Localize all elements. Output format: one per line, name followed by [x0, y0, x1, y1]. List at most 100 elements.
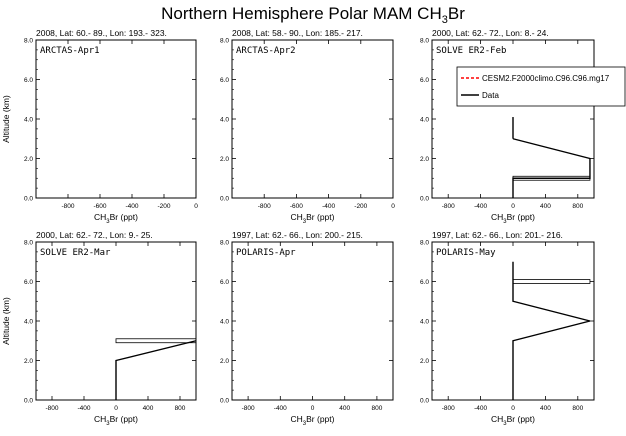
y-tick-label: 8.0: [24, 239, 33, 246]
panels-group: 2008, Lat: 60.- 89., Lon: 193.- 323.0.02…: [1, 28, 626, 427]
panel-header: 2008, Lat: 58.- 90., Lon: 185.- 217.: [232, 28, 363, 38]
x-tick-label: 400: [540, 203, 551, 210]
series-line: [115, 340, 197, 400]
x-tick-label: -400: [322, 203, 335, 210]
x-axis-label: CH3Br (ppt): [291, 212, 335, 225]
y-tick-label: 8.0: [220, 239, 229, 246]
x-tick-label: -600: [290, 203, 303, 210]
x-tick-label: 800: [175, 405, 186, 412]
legend: CESM2.F2000climo.C96.C96.mg17 Data: [456, 66, 626, 107]
y-tick-label: 0.0: [220, 195, 229, 202]
panel-6: 1997, Lat: 62.- 66., Lon: 201.- 216. 0.0 2…: [420, 230, 595, 427]
y-tick-label: 0.0: [420, 195, 429, 202]
panel-1: 2008, Lat: 60.- 89., Lon: 193.- 323. 0.0 2…: [1, 28, 198, 225]
x-axis-label: CH3Br (ppt): [491, 414, 535, 427]
y-axis-label: Altitude (km): [1, 297, 11, 345]
y-tick-label: 6.0: [220, 279, 229, 286]
x-tick-label: -800: [442, 203, 455, 210]
y-tick-label: 8.0: [420, 37, 429, 44]
x-tick-label: -800: [45, 405, 58, 412]
y-tick-label: 8.0: [420, 239, 429, 246]
legend-box: [456, 66, 626, 107]
x-tick-label: 400: [339, 405, 350, 412]
legend-label: CESM2.F2000climo.C96.C96.mg17: [482, 74, 610, 83]
x-axis-label: CH3Br (ppt): [94, 414, 138, 427]
x-tick-label: -800: [258, 203, 271, 210]
y-tick-label: 2.0: [24, 156, 33, 163]
x-tick-label: -200: [354, 203, 367, 210]
x-tick-label: 0: [194, 203, 198, 210]
x-tick-label: -800: [61, 203, 74, 210]
y-tick-label: 4.0: [24, 318, 33, 325]
panel-header: 2008, Lat: 60.- 89., Lon: 193.- 323.: [36, 28, 167, 38]
panel-header: 2000, Lat: 62.- 72., Lon: 9.- 25.: [36, 230, 153, 240]
x-axis-label: CH3Br (ppt): [94, 212, 138, 225]
x-tick-label: 0: [311, 405, 315, 412]
legend-label: Data: [482, 91, 499, 100]
range-box: [115, 338, 197, 344]
panel-header: 1997, Lat: 62.- 66., Lon: 200.- 215.: [232, 230, 363, 240]
y-tick-label: 6.0: [220, 77, 229, 84]
y-tick-label: 6.0: [24, 279, 33, 286]
series-line: [512, 261, 591, 400]
y-tick-label: 2.0: [420, 156, 429, 163]
x-tick-label: 0: [391, 203, 395, 210]
panel-label: ARCTAS-Apr1: [40, 46, 100, 56]
y-tick-label: 8.0: [24, 37, 33, 44]
x-axis-label: CH3Br (ppt): [491, 212, 535, 225]
x-tick-label: -600: [93, 203, 106, 210]
panel-label: SOLVE ER2-Mar: [40, 248, 111, 258]
y-tick-label: 8.0: [220, 37, 229, 44]
series-line: [512, 138, 591, 198]
y-tick-label: 0.0: [420, 397, 429, 404]
y-tick-label: 6.0: [24, 77, 33, 84]
panel-5: 1997, Lat: 62.- 66., Lon: 200.- 215. 0.0 2…: [220, 230, 394, 427]
y-tick-label: 2.0: [24, 358, 33, 365]
plot-frame: [35, 39, 197, 199]
plot-frame: [231, 241, 394, 401]
y-tick-label: 6.0: [420, 279, 429, 286]
x-axis-label: CH3Br (ppt): [291, 414, 335, 427]
y-tick-label: 0.0: [220, 397, 229, 404]
y-tick-label: 0.0: [24, 397, 33, 404]
x-tick-label: 0: [511, 405, 515, 412]
x-tick-label: -400: [474, 203, 487, 210]
y-tick-label: 4.0: [420, 318, 429, 325]
x-tick-label: 0: [511, 203, 515, 210]
panel-3: 2000, Lat: 62.- 72., Lon: 8.- 24. 0.0 2.0 4…: [420, 28, 626, 225]
y-tick-label: 2.0: [220, 358, 229, 365]
x-tick-label: -400: [274, 405, 287, 412]
panel-label: POLARIS-Apr: [236, 248, 296, 258]
y-tick-label: 0.0: [24, 195, 33, 202]
y-tick-label: 2.0: [220, 156, 229, 163]
y-axis-label: Altitude (km): [1, 95, 11, 143]
panel-header: 2000, Lat: 62.- 72., Lon: 8.- 24.: [432, 28, 549, 38]
x-tick-label: 800: [572, 405, 583, 412]
figure-title: Northern Hemisphere Polar MAM CH3Br: [161, 4, 465, 26]
plot-frame: [231, 39, 394, 199]
panel-4: 2000, Lat: 62.- 72., Lon: 9.- 25. 0.0 2.0 4…: [1, 230, 197, 427]
x-tick-label: 800: [572, 203, 583, 210]
x-tick-label: -200: [157, 203, 170, 210]
y-tick-label: 4.0: [24, 116, 33, 123]
x-tick-label: -400: [77, 405, 90, 412]
panel-label: SOLVE ER2-Feb: [436, 46, 506, 56]
x-tick-label: -800: [442, 405, 455, 412]
y-tick-label: 4.0: [220, 318, 229, 325]
x-tick-label: -800: [242, 405, 255, 412]
y-tick-label: 2.0: [420, 358, 429, 365]
x-tick-label: 400: [143, 405, 154, 412]
y-tick-label: 4.0: [220, 116, 229, 123]
x-tick-label: 800: [371, 405, 382, 412]
range-box: [512, 279, 591, 284]
y-tick-label: 4.0: [420, 116, 429, 123]
x-tick-label: -400: [125, 203, 138, 210]
panel-label: ARCTAS-Apr2: [236, 46, 296, 56]
x-tick-label: -400: [474, 405, 487, 412]
panel-header: 1997, Lat: 62.- 66., Lon: 201.- 216.: [432, 230, 563, 240]
panel-2: 2008, Lat: 58.- 90., Lon: 185.- 217. 0.0 2…: [220, 28, 395, 225]
panel-label: POLARIS-May: [436, 248, 496, 258]
x-tick-label: 0: [114, 405, 118, 412]
x-tick-label: 400: [540, 405, 551, 412]
